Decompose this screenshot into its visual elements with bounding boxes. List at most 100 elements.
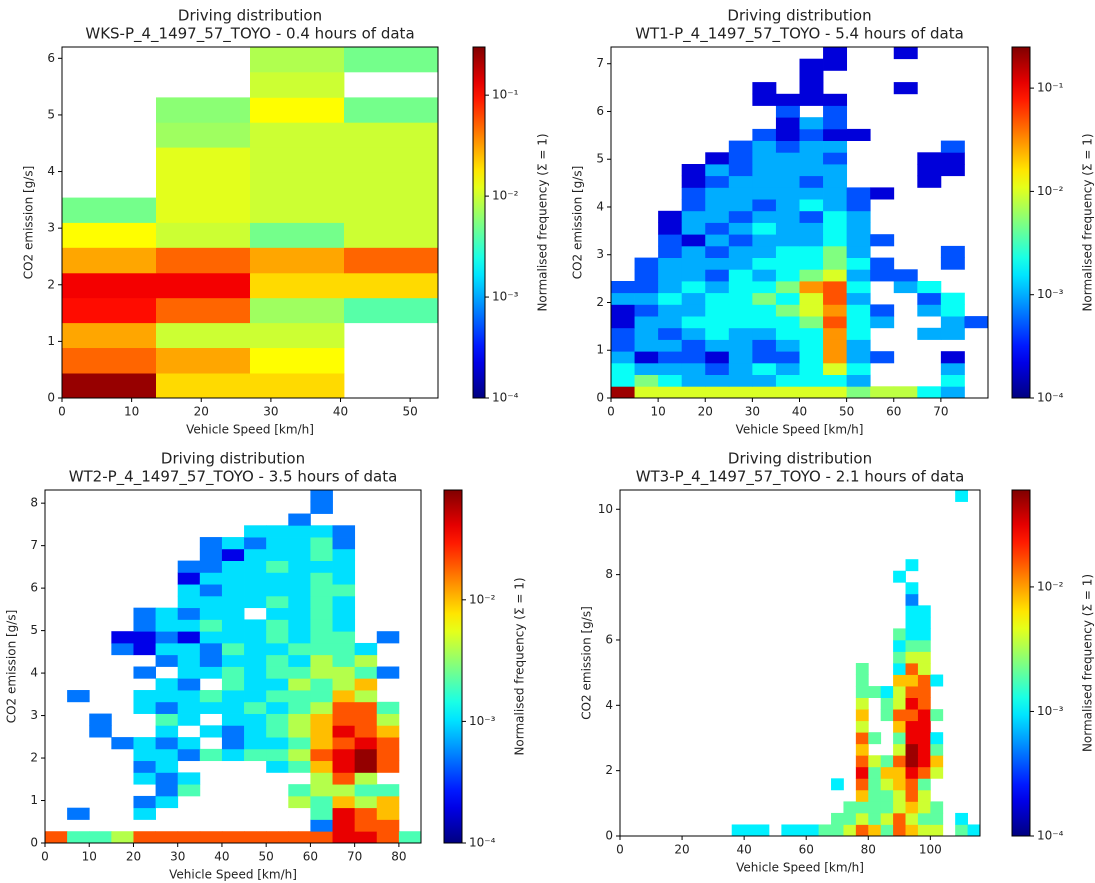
cell [332,701,356,714]
cell [681,339,706,352]
cell [155,772,179,785]
cell [288,513,311,526]
cell [752,362,777,375]
cell [823,374,848,387]
cell [250,373,345,398]
cell [917,628,931,641]
cell [917,639,931,652]
cell [244,713,267,726]
cell [62,322,157,349]
cell [634,292,659,305]
cell [799,82,824,95]
cell [244,737,267,750]
cell [244,725,267,738]
cell [658,292,683,305]
cell [288,631,311,644]
cell [354,772,378,785]
cell [964,316,988,329]
cell [199,666,223,679]
cell [705,187,730,200]
cell [354,819,378,832]
cell [156,347,251,374]
cell [752,339,777,352]
cell [843,801,857,814]
cell [288,678,311,691]
cell [799,222,824,235]
cell [917,686,931,698]
cell [880,824,894,836]
cell [681,187,706,200]
cell [752,175,777,188]
cell [288,654,311,667]
cell [870,351,895,364]
cell [266,654,289,667]
cell [728,304,753,317]
cell [752,164,777,177]
x-tick-label: 0 [607,405,615,419]
cell [846,234,871,247]
cell [634,339,659,352]
cell [752,93,777,106]
cell [658,327,683,340]
cell [823,199,848,212]
cell [846,362,871,375]
cell [250,197,345,223]
chart-subtitle: WKS-P_4_1497_57_TOYO - 0.4 hours of data [85,25,414,44]
cell [823,187,848,200]
cell [775,257,800,270]
cell [266,595,289,609]
cell [354,737,378,750]
cell [332,584,356,597]
cell [354,701,378,714]
cell [611,339,635,352]
cell [799,128,824,141]
cell [823,339,848,352]
cell [221,560,245,573]
cell [893,755,906,768]
cell [199,607,223,620]
cell [940,152,965,165]
colorbar-tick-label: 10⁻⁴ [1037,829,1064,843]
cell [199,537,223,550]
cell [705,199,730,212]
x-tick-label: 10 [124,405,139,419]
colorbar-tick-label: 10⁻³ [469,714,496,728]
cell [940,316,965,329]
cell [855,663,869,675]
cell [823,292,848,305]
cell [354,713,378,726]
cell [332,795,356,809]
x-tick-label: 20 [126,850,141,864]
cell [611,374,635,387]
cell [752,187,777,200]
cell [177,701,201,714]
cell [332,690,356,703]
cell [332,525,356,538]
cell [155,831,179,843]
cell [806,824,820,836]
cell [917,281,942,294]
cell [930,732,944,745]
cell [799,152,824,165]
cell [266,548,289,561]
cell [111,631,134,644]
cells [45,490,421,843]
panel: Driving distributionWT2-P_4_1497_57_TOYO… [5,450,527,882]
cell [917,812,931,825]
cell [266,690,289,703]
cell [288,725,311,738]
cell [681,386,706,398]
y-tick-label: 0 [30,836,38,850]
cell [332,548,356,561]
cell [250,172,345,198]
cell [893,720,906,733]
cell [221,548,245,561]
x-tick-label: 10 [650,405,665,419]
cell [111,642,134,656]
cell [681,269,706,282]
cell [728,292,753,305]
cell [133,619,156,632]
cell [221,631,245,644]
cell [155,725,179,738]
cell [310,748,333,762]
